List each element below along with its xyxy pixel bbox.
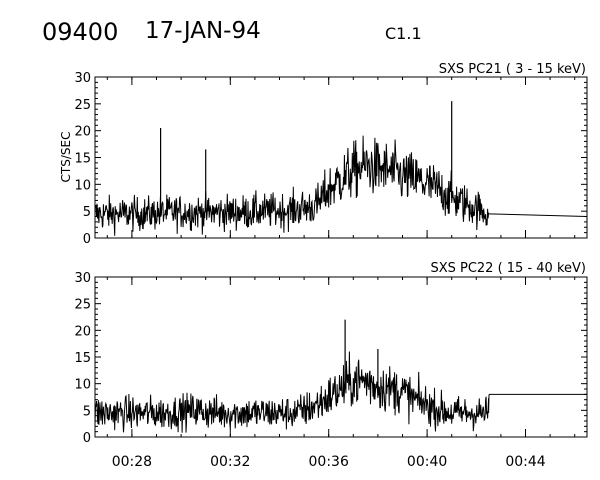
y-tick-label: 0 — [83, 431, 91, 446]
y-tick-label: 5 — [83, 205, 91, 220]
observation-date: 17-JAN-94 — [145, 18, 261, 44]
y-tick-label: 20 — [74, 125, 91, 140]
y-tick-label: 30 — [74, 71, 91, 86]
x-tick-label: 00:32 — [210, 454, 250, 470]
y-tick-label: 0 — [83, 232, 91, 247]
count-rate-line — [94, 351, 490, 433]
event-id: 09400 — [42, 18, 119, 46]
count-rate-line — [94, 135, 490, 236]
y-tick-label: 15 — [74, 351, 91, 366]
pc22-panel: SXS PC22 ( 15 - 40 keV) 0 5 10 15 20 25 30 — [74, 261, 588, 446]
y-tick-label: 10 — [74, 378, 91, 393]
y-tick-label: 10 — [74, 178, 91, 193]
y-tick-label: 25 — [74, 98, 91, 113]
y-tick-label: 20 — [74, 324, 91, 339]
x-tick-label: 00:36 — [309, 454, 349, 470]
pc22-title: SXS PC22 ( 15 - 40 keV) — [430, 261, 586, 276]
time-axis-labels: 00:28 00:32 00:36 00:40 00:44 — [112, 454, 546, 470]
x-tick-label: 00:44 — [505, 454, 545, 470]
x-tick-label: 00:40 — [407, 454, 447, 470]
pc21-title: SXS PC21 ( 3 - 15 keV) — [439, 62, 586, 77]
flare-class: C1.1 — [385, 24, 422, 43]
y-tick-label: 25 — [74, 298, 91, 313]
post-gap-line — [488, 213, 588, 218]
pc21-panel: SXS PC21 ( 3 - 15 keV) CTS/SEC 0 5 10 15 20 2… — [59, 62, 588, 247]
pc21-ylabel: CTS/SEC — [59, 132, 73, 183]
y-tick-label: 5 — [83, 404, 91, 419]
plot-frame — [94, 76, 588, 239]
y-tick-label: 15 — [74, 152, 91, 167]
x-tick-label: 00:28 — [112, 454, 152, 470]
y-tick-label: 30 — [74, 271, 91, 286]
